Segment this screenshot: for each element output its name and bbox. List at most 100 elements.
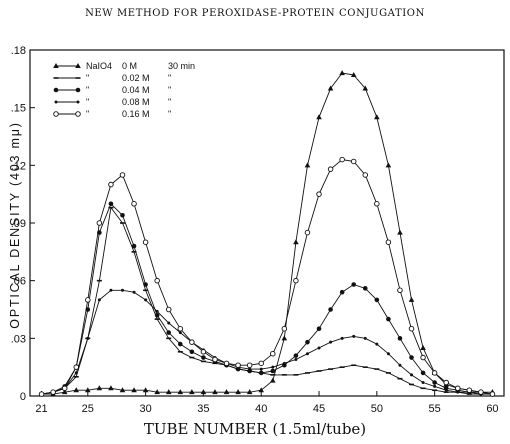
data-point: [53, 63, 59, 68]
x-tick-label: 45: [313, 403, 325, 415]
series-dot: [40, 288, 494, 396]
y-tick-label: .15: [11, 103, 26, 115]
data-point: [96, 220, 103, 226]
data-point: [76, 100, 80, 104]
data-point: [235, 362, 241, 368]
data-point: [408, 296, 415, 302]
data-point: [410, 373, 414, 377]
data-point: [478, 389, 484, 395]
x-tick-label: 55: [429, 403, 441, 415]
x-tick-label: 30: [139, 403, 151, 415]
data-point: [305, 352, 309, 356]
data-point: [455, 385, 461, 392]
data-point: [374, 114, 380, 120]
data-point: [165, 306, 172, 313]
data-point: [293, 353, 299, 358]
data-point: [362, 85, 369, 91]
legend-reagent: ": [86, 97, 89, 107]
data-point: [120, 213, 125, 218]
data-point: [166, 330, 172, 335]
series-line: [41, 203, 493, 395]
data-point: [200, 389, 207, 395]
data-point: [258, 370, 264, 376]
data-point: [281, 325, 288, 332]
x-tick-label: 25: [82, 403, 94, 415]
data-point: [177, 389, 184, 395]
data-point: [385, 162, 392, 168]
legend-reagent: ": [86, 73, 89, 83]
data-point: [154, 277, 160, 284]
data-point: [246, 362, 253, 368]
y-tick-label: 0: [20, 391, 26, 403]
data-point: [421, 381, 425, 385]
y-tick-label: .09: [11, 218, 26, 230]
data-point: [432, 380, 437, 385]
data-point: [75, 63, 81, 68]
data-point: [131, 201, 137, 207]
data-point: [339, 70, 345, 76]
data-point: [132, 290, 136, 294]
data-point: [351, 282, 357, 287]
data-point: [54, 100, 58, 104]
y-tick-label: .06: [11, 276, 26, 288]
data-point: [201, 355, 206, 360]
x-tick-label: 50: [371, 403, 383, 415]
data-point: [258, 387, 265, 393]
data-point: [304, 162, 311, 168]
data-point: [223, 389, 230, 395]
data-point: [167, 321, 171, 325]
data-point: [420, 370, 426, 376]
data-point: [466, 387, 473, 393]
data-point: [316, 114, 322, 120]
data-point: [85, 387, 91, 393]
data-point: [294, 357, 298, 361]
data-point: [189, 389, 195, 395]
data-point: [189, 349, 195, 355]
legend-concentration: 0.16 M: [122, 109, 150, 119]
y-tick-label: .03: [11, 333, 26, 345]
data-point: [281, 335, 288, 341]
legend-time: ": [168, 85, 171, 95]
data-point: [420, 354, 426, 361]
data-point: [270, 350, 276, 357]
data-point: [374, 297, 380, 303]
data-point: [248, 367, 252, 371]
data-point: [178, 331, 182, 335]
data-point: [85, 297, 91, 303]
data-point: [75, 111, 81, 117]
data-point: [362, 286, 368, 291]
data-point: [53, 87, 59, 93]
legend-item: " 0.04 M ": [53, 85, 171, 95]
data-point: [73, 387, 80, 393]
data-point: [131, 387, 137, 393]
data-point: [120, 288, 124, 292]
data-point: [397, 229, 403, 235]
data-point: [327, 166, 334, 172]
data-point: [363, 336, 367, 340]
legend: NaIO4 0 M 30 min " 0.02 M " " 0.04 M " " 0.08 M " " 0…: [53, 61, 195, 119]
y-axis: 0 .03 .06 .09 .12 .15 .18: [11, 45, 35, 403]
data-point: [155, 309, 159, 313]
data-point: [271, 365, 275, 369]
x-tick-label: 40: [255, 403, 267, 415]
data-point: [339, 289, 345, 295]
data-point: [340, 336, 344, 340]
data-point: [177, 325, 184, 332]
data-point: [53, 111, 59, 117]
data-point: [119, 172, 126, 178]
series-line: [41, 207, 493, 395]
data-point: [420, 344, 426, 350]
data-point: [50, 389, 56, 395]
data-point: [235, 389, 241, 395]
data-point: [293, 239, 299, 245]
data-point: [328, 307, 333, 312]
data-point: [109, 288, 113, 292]
data-point: [74, 371, 78, 375]
data-point: [317, 346, 321, 350]
legend-time: ": [168, 97, 171, 107]
legend-time: ": [168, 73, 171, 83]
y-tick-label: .18: [11, 45, 26, 57]
data-point: [489, 391, 496, 397]
